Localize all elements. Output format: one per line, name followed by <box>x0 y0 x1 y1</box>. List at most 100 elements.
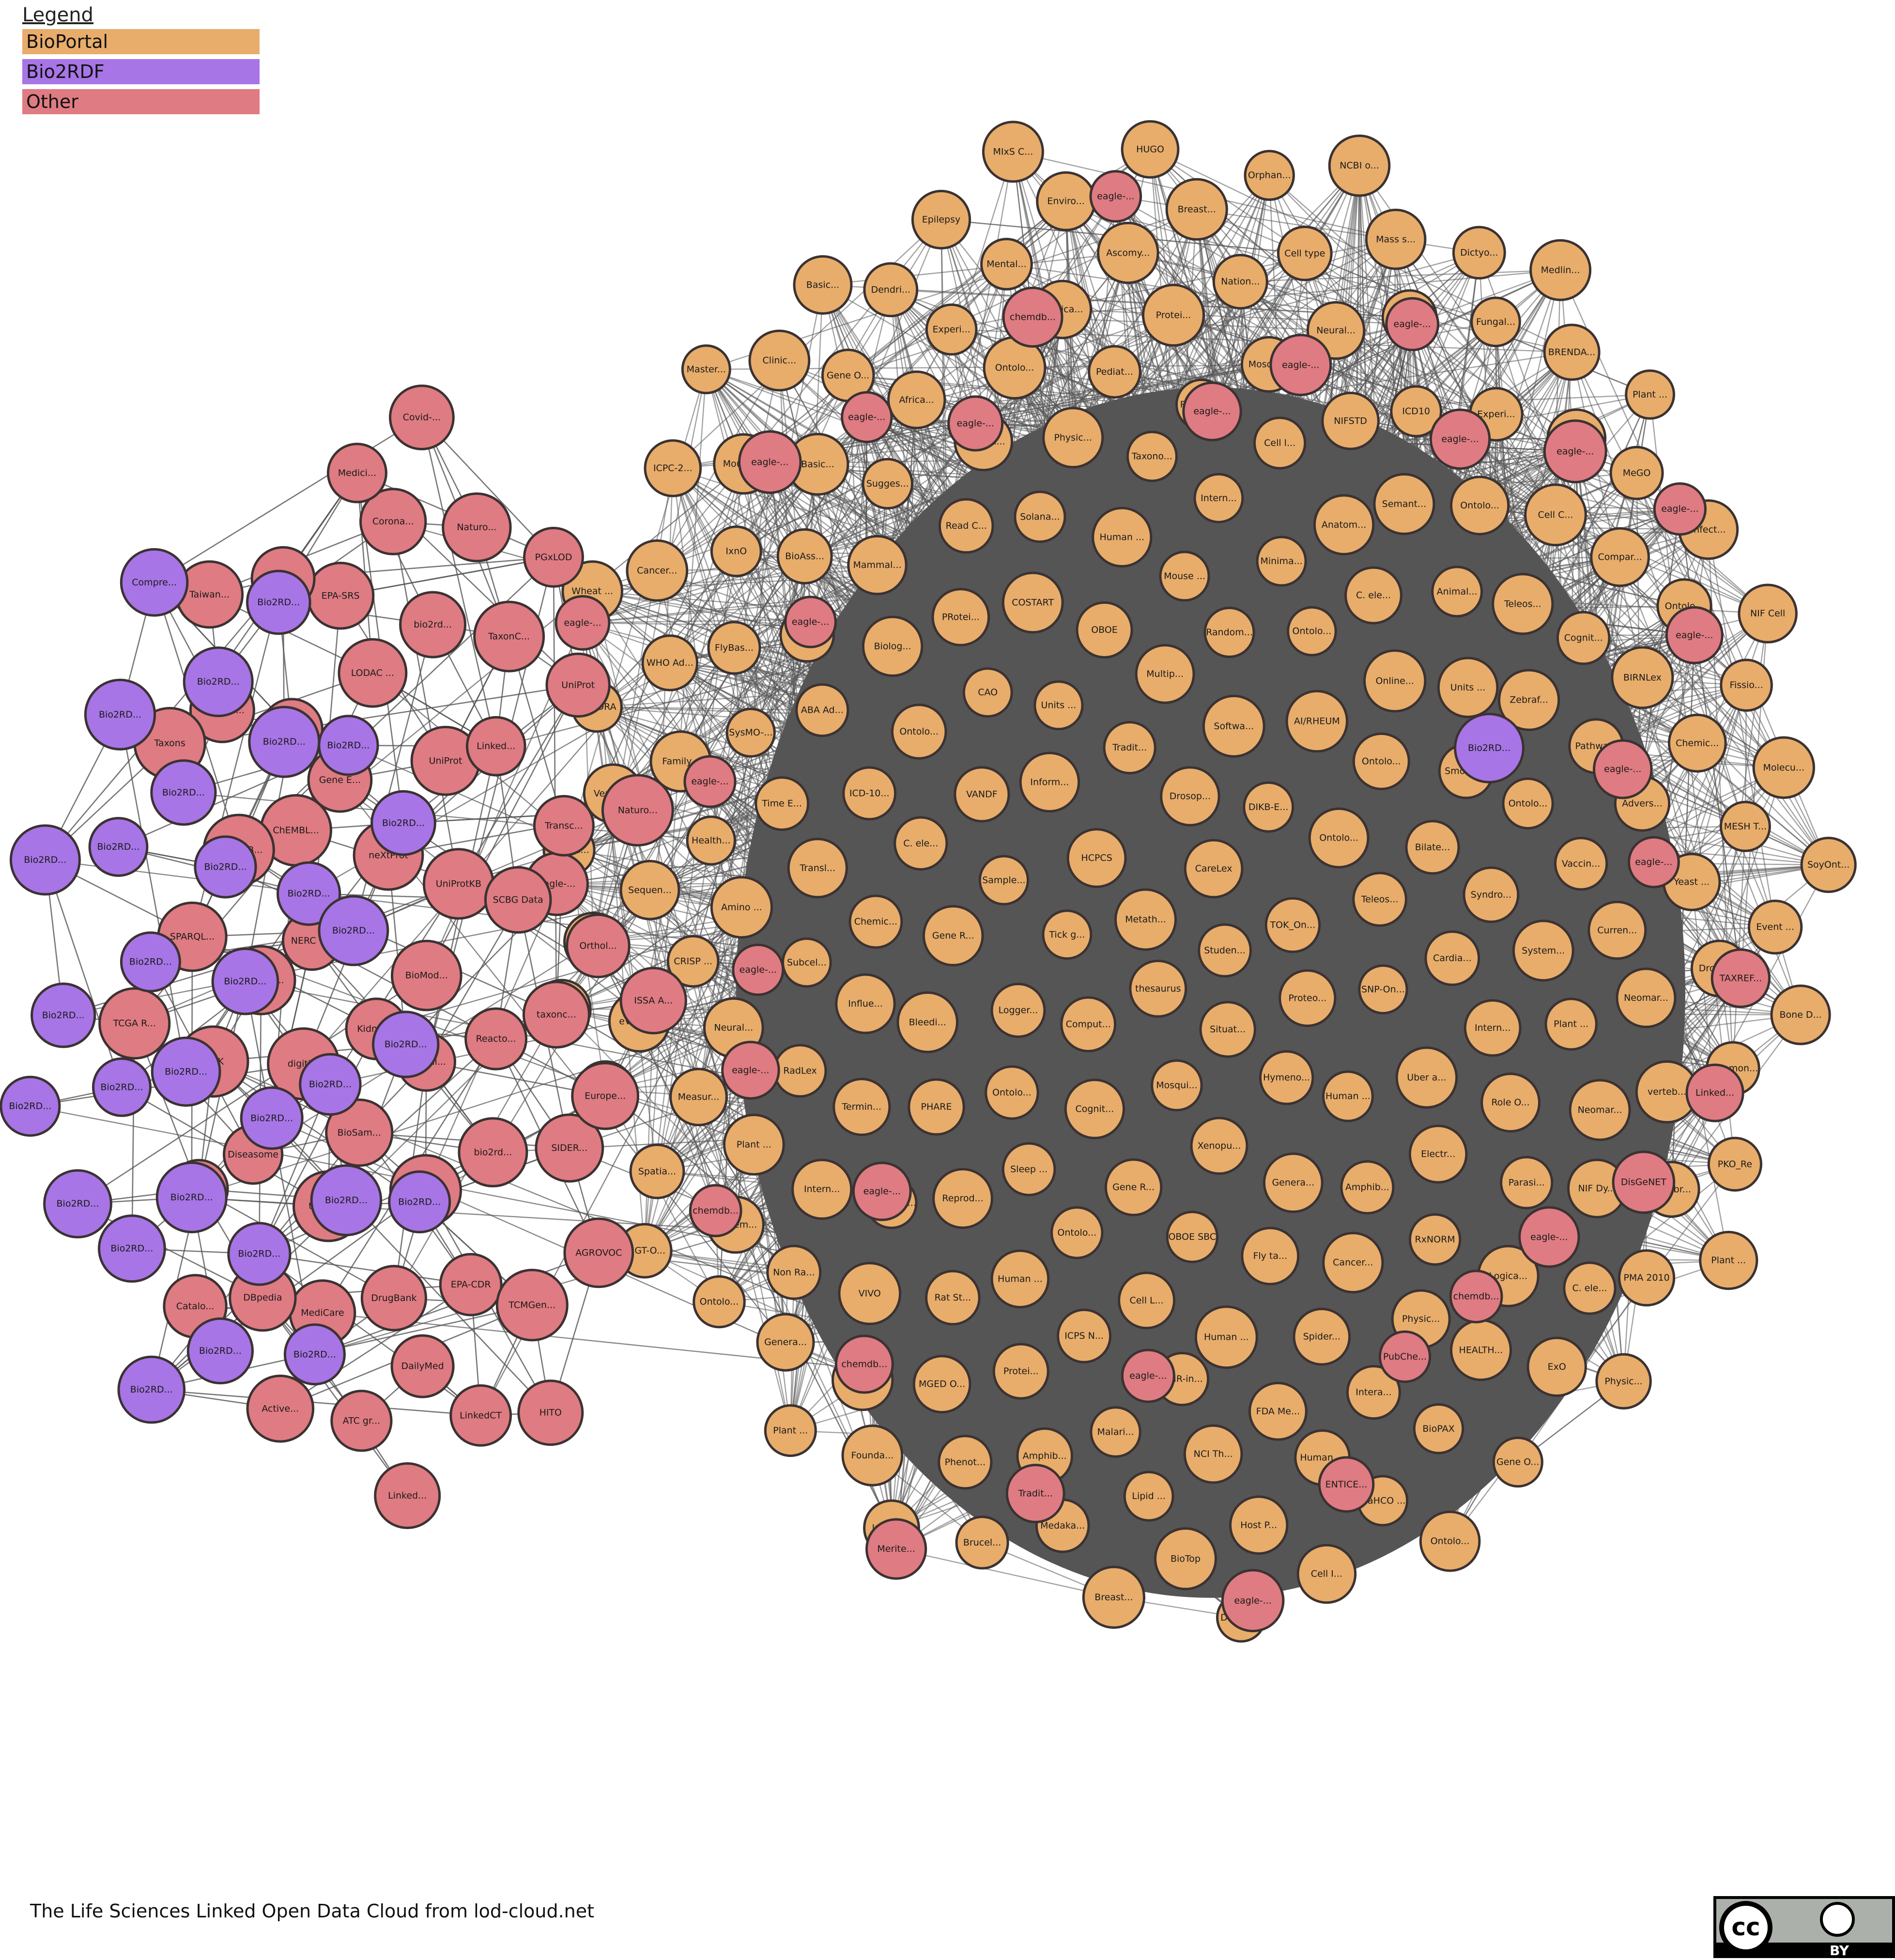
node[interactable]: Enviro... <box>1037 172 1095 230</box>
node[interactable]: Teleos... <box>1354 873 1406 926</box>
node[interactable]: Inform... <box>1020 753 1078 811</box>
node[interactable]: MESH T... <box>1721 802 1770 851</box>
node[interactable]: PRotei... <box>933 589 989 645</box>
node[interactable]: WHO Ad... <box>643 636 697 690</box>
node[interactable]: Molecu... <box>1754 737 1814 797</box>
node[interactable]: Plant ... <box>724 1115 784 1175</box>
node[interactable]: Compre... <box>121 550 187 616</box>
node[interactable]: chemdb... <box>1450 1271 1502 1322</box>
node[interactable]: Fly ta... <box>1242 1228 1298 1284</box>
node[interactable]: Dictyo... <box>1453 227 1505 278</box>
node[interactable]: OBOE <box>1077 603 1132 658</box>
node[interactable]: Genera... <box>757 1314 814 1370</box>
node[interactable]: Biolog... <box>863 617 922 675</box>
node[interactable]: RadLex <box>774 1045 826 1097</box>
node[interactable]: IxnO <box>711 527 761 576</box>
node[interactable]: Brucel... <box>956 1517 1008 1568</box>
node[interactable]: Ontolo... <box>1052 1208 1102 1258</box>
node[interactable]: Bio2RD... <box>188 1318 252 1383</box>
node[interactable]: Plant ... <box>1546 999 1596 1049</box>
node[interactable]: Cardia... <box>1426 932 1479 985</box>
node[interactable]: eagle-... <box>1222 1570 1283 1631</box>
node[interactable]: CareLex <box>1185 840 1242 897</box>
node[interactable]: Human ... <box>992 1251 1048 1307</box>
node[interactable]: PMA 2010 <box>1619 1251 1674 1305</box>
node[interactable]: BioTop <box>1155 1529 1216 1589</box>
node[interactable]: Bio2RD... <box>1 1077 60 1135</box>
node[interactable]: NIFSTD <box>1323 393 1379 449</box>
node[interactable]: Bio2RD... <box>373 1012 438 1077</box>
node[interactable]: Transc... <box>534 796 593 855</box>
node[interactable]: NCI Th... <box>1185 1425 1242 1483</box>
node[interactable]: chemdb... <box>836 1336 893 1393</box>
node[interactable]: COSTART <box>1003 573 1063 632</box>
node[interactable]: Ontolo... <box>1451 477 1509 534</box>
node[interactable]: Breast... <box>1167 179 1227 239</box>
node[interactable]: Comput... <box>1062 997 1115 1051</box>
node[interactable]: Ontolo... <box>1420 1512 1479 1571</box>
node[interactable]: Electr... <box>1410 1126 1466 1182</box>
node[interactable]: System... <box>1513 921 1573 980</box>
node[interactable]: ISSA A... <box>621 968 686 1033</box>
node[interactable]: Ontolo... <box>1503 779 1553 828</box>
node[interactable]: Proteo... <box>1280 970 1335 1026</box>
node[interactable]: Random... <box>1205 608 1254 657</box>
node[interactable]: Protei... <box>994 1344 1048 1398</box>
node[interactable]: Drosop... <box>1161 767 1219 825</box>
node[interactable]: Bio2RD... <box>152 761 216 825</box>
node[interactable]: C. ele... <box>1564 1263 1615 1314</box>
node[interactable]: Ontolo... <box>1354 734 1409 789</box>
node[interactable]: Compar... <box>1591 528 1649 586</box>
node[interactable]: Cancer... <box>1324 1233 1383 1292</box>
node[interactable]: Experi... <box>926 305 976 354</box>
node[interactable]: Malari... <box>1091 1408 1140 1456</box>
node[interactable]: ICPS N... <box>1058 1310 1110 1362</box>
node[interactable]: taxonc... <box>524 982 589 1047</box>
node[interactable]: Phenot... <box>939 1436 991 1488</box>
node[interactable]: Cell I... <box>1298 1545 1356 1603</box>
node[interactable]: Merite... <box>867 1519 926 1578</box>
node[interactable]: BRENDA... <box>1544 325 1599 380</box>
node[interactable]: eagle-... <box>740 431 801 493</box>
node[interactable]: Bio2RD... <box>121 933 180 991</box>
node[interactable]: C. ele... <box>1346 567 1402 623</box>
node[interactable]: Covid-... <box>390 386 454 449</box>
node[interactable]: Bio2RD... <box>152 1038 220 1105</box>
node[interactable]: eagle-... <box>1091 171 1141 222</box>
node[interactable]: Chemic... <box>850 896 902 948</box>
node[interactable]: eagle-... <box>1271 335 1331 395</box>
node[interactable]: Chemic... <box>1669 715 1726 771</box>
node[interactable]: Transl... <box>788 839 847 897</box>
node[interactable]: Parasi... <box>1501 1157 1552 1208</box>
node[interactable]: Teleos... <box>1493 574 1553 634</box>
node[interactable]: Naturo... <box>443 493 510 561</box>
node[interactable]: Spider... <box>1294 1309 1350 1364</box>
node[interactable]: DisGeNET <box>1613 1152 1674 1213</box>
node[interactable]: eagle-... <box>685 756 735 807</box>
node[interactable]: PGxLOD <box>524 528 583 587</box>
node[interactable]: Semant... <box>1374 475 1434 534</box>
node[interactable]: Cell l... <box>1255 418 1305 468</box>
node[interactable]: Ontolo... <box>892 705 946 759</box>
node[interactable]: MIxS C... <box>983 122 1043 182</box>
node[interactable]: TCMGen... <box>497 1270 567 1340</box>
node[interactable]: Epilepsy <box>912 191 970 248</box>
node[interactable]: Founda... <box>843 1426 902 1485</box>
node[interactable]: Intern... <box>1465 1000 1520 1056</box>
node[interactable]: Reprod... <box>934 1169 992 1228</box>
node[interactable]: Europe... <box>572 1063 638 1129</box>
node[interactable]: Cell type <box>1278 227 1331 280</box>
node[interactable]: Tick g... <box>1043 911 1091 959</box>
node[interactable]: bio2rd... <box>459 1118 527 1186</box>
node[interactable]: Termin... <box>834 1079 890 1135</box>
node[interactable]: Neomar... <box>1617 969 1675 1027</box>
node[interactable]: Gene R... <box>1106 1160 1161 1215</box>
node[interactable]: SoyOnt... <box>1802 838 1855 892</box>
node[interactable]: Bleedi... <box>898 993 957 1052</box>
node[interactable]: ICPC-2... <box>645 441 701 496</box>
node[interactable]: MGED O... <box>914 1356 970 1412</box>
node[interactable]: Multip... <box>1136 645 1194 703</box>
node[interactable]: Event ... <box>1749 901 1801 953</box>
node[interactable]: eagle-... <box>949 397 1002 450</box>
node[interactable]: Sample... <box>980 856 1028 904</box>
